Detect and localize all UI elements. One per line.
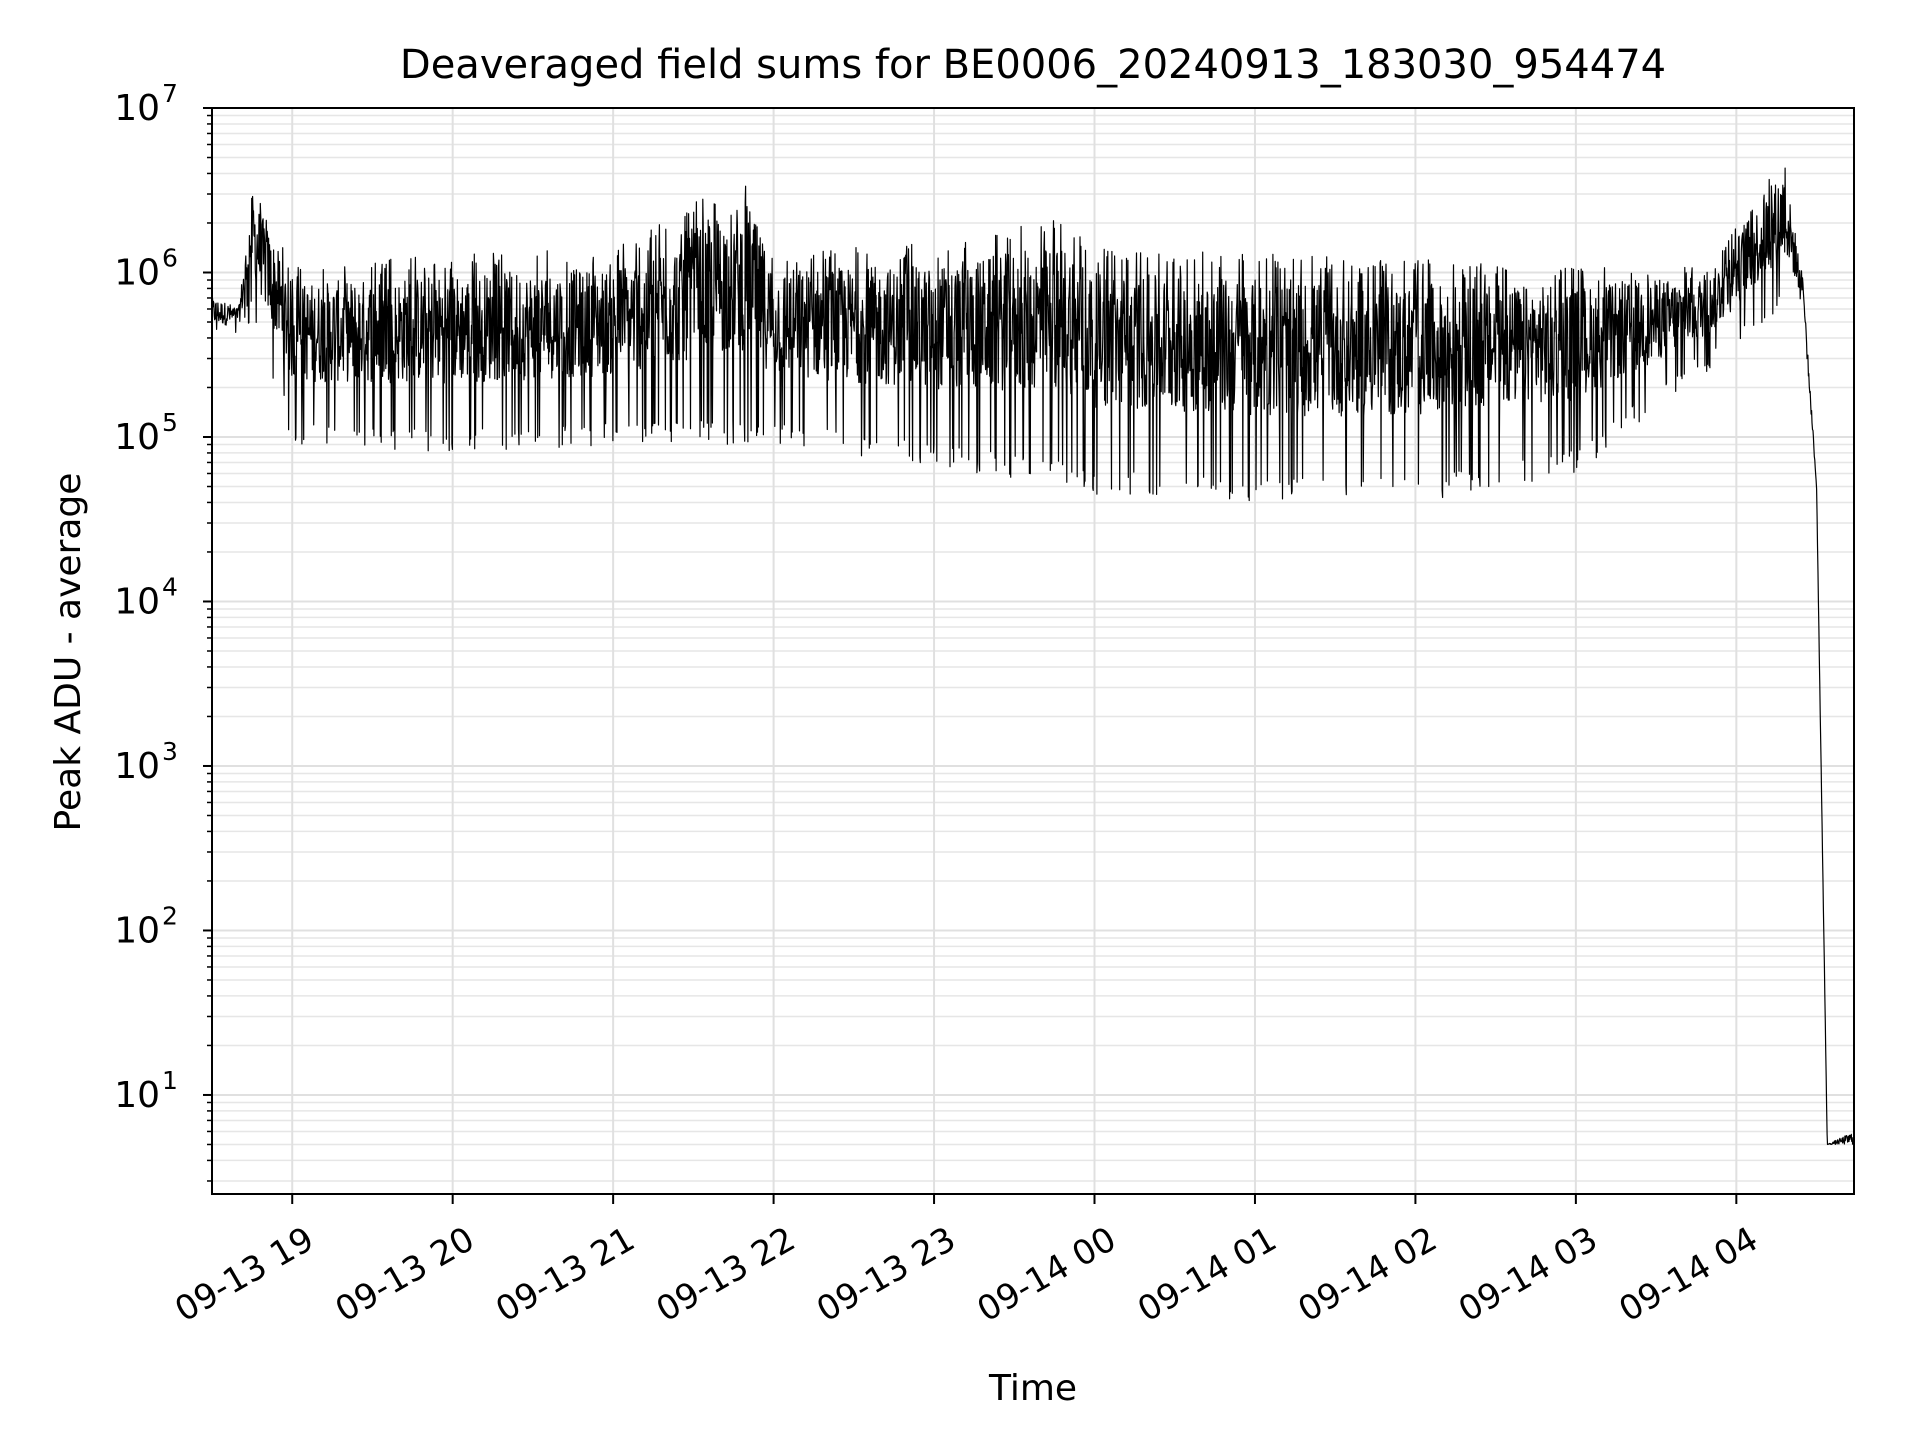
y-tick-label: 10 bbox=[114, 746, 160, 787]
y-tick-label-exponent: 4 bbox=[162, 572, 178, 601]
y-tick-label: 10 bbox=[114, 581, 160, 622]
y-tick-label-exponent: 7 bbox=[162, 79, 178, 108]
y-tick-label: 10 bbox=[114, 1075, 160, 1116]
series-line bbox=[212, 167, 1854, 1146]
y-tick-label: 10 bbox=[114, 417, 160, 458]
y-tick-label-exponent: 3 bbox=[162, 737, 178, 766]
x-axis-label: Time bbox=[988, 1368, 1077, 1409]
y-tick-label-exponent: 5 bbox=[162, 408, 178, 437]
y-axis-label: Peak ADU - average bbox=[48, 473, 89, 832]
data-series-line bbox=[212, 167, 1854, 1146]
y-tick-label-exponent: 1 bbox=[162, 1066, 178, 1095]
y-tick-label: 10 bbox=[114, 252, 160, 293]
y-tick-label-exponent: 6 bbox=[162, 243, 178, 272]
y-tick-label: 10 bbox=[114, 88, 160, 129]
chart-title: Deaveraged field sums for BE0006_2024091… bbox=[400, 42, 1666, 88]
y-tick-label-exponent: 2 bbox=[162, 901, 178, 930]
y-tick-label: 10 bbox=[114, 910, 160, 951]
